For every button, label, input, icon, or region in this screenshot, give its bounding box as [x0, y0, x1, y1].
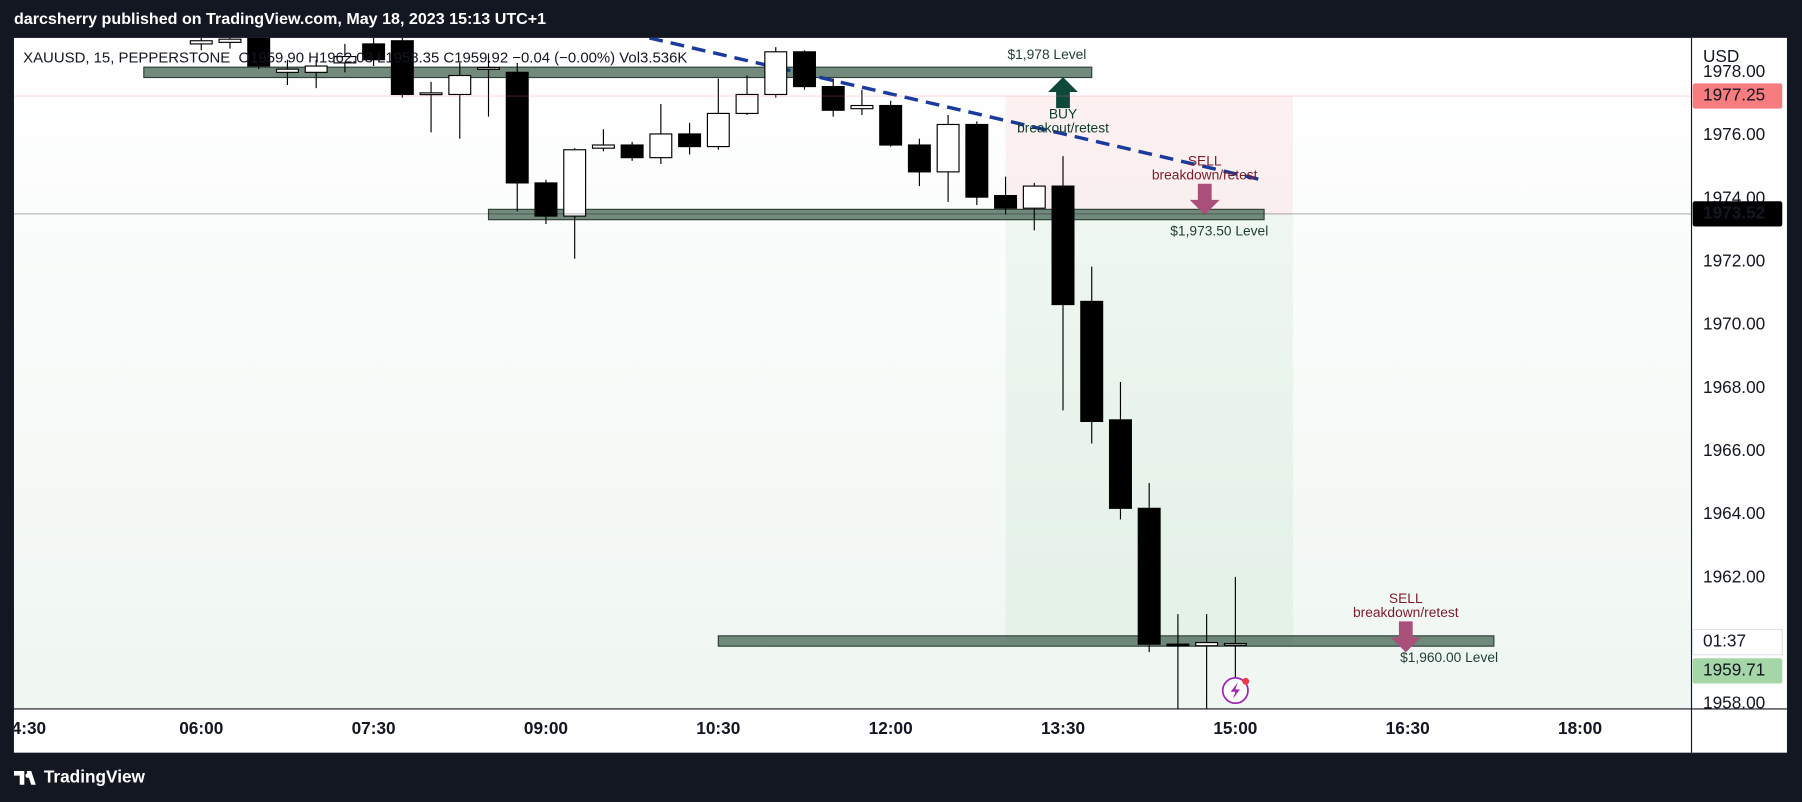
trendline — [648, 37, 1265, 183]
candle-body — [764, 51, 788, 96]
candle-body — [850, 104, 874, 110]
annotation-title: SELL — [1389, 591, 1423, 606]
candle-body — [649, 133, 673, 159]
y-tick-label: 1962.00 — [1703, 566, 1765, 586]
price-labels: 1958.001960.001962.001964.001966.001968.… — [1692, 61, 1783, 713]
level-label: $1,978 Level — [1008, 47, 1087, 62]
candle-body — [678, 133, 702, 148]
candle-body — [1022, 185, 1046, 209]
candle-body — [218, 38, 242, 43]
candle-body — [1051, 185, 1075, 306]
candle-body — [1080, 300, 1104, 423]
candle-body — [304, 65, 328, 73]
candle-body — [477, 67, 500, 70]
candle-body — [735, 93, 759, 114]
candle-body — [907, 144, 931, 173]
price-label: 1977.25 — [1703, 85, 1765, 105]
price-label-box — [1692, 83, 1783, 109]
x-tick-label: 09:00 — [524, 718, 568, 738]
y-tick-label: 1958.00 — [1703, 693, 1765, 713]
x-tick-label: 16:30 — [1386, 718, 1430, 738]
candle-body — [936, 123, 960, 173]
arrow — [1390, 621, 1421, 653]
x-tick-label: 06:00 — [179, 718, 223, 738]
candle-body — [448, 74, 472, 96]
y-tick-label: 1972.00 — [1703, 250, 1765, 270]
y-tick-label: 1968.00 — [1703, 377, 1765, 397]
candle-body — [1223, 642, 1247, 646]
price-label-box — [1692, 201, 1783, 227]
arrow — [1048, 77, 1078, 109]
price-label-box — [1692, 658, 1783, 684]
candle-body — [505, 71, 529, 184]
candle-body — [362, 43, 386, 61]
x-tick-label: 12:00 — [869, 718, 913, 738]
level-band — [487, 208, 1265, 221]
candle-body — [534, 182, 558, 217]
candle-body — [1137, 507, 1161, 645]
candle-body — [419, 92, 443, 96]
arrow — [1189, 183, 1220, 215]
publisher: darcsherry published on TradingView.com,… — [14, 10, 546, 28]
candle-body — [333, 55, 357, 64]
candle-body — [821, 85, 845, 111]
y-tick-label: 1966.00 — [1703, 440, 1765, 460]
y-tick-label: 1978.00 — [1703, 61, 1765, 81]
candle-body — [189, 40, 213, 45]
countdown: 01:37 — [1703, 631, 1746, 651]
candle-body — [1108, 419, 1132, 509]
candle-body — [1166, 643, 1190, 647]
candle-body — [620, 144, 644, 159]
y-tick-label: 1970.00 — [1703, 314, 1765, 334]
candle-body — [879, 104, 903, 146]
candle-body — [965, 123, 989, 198]
time-axis — [13, 708, 1692, 753]
candle-body — [563, 149, 587, 217]
x-tick-label: 07:30 — [352, 718, 396, 738]
level-band — [717, 635, 1495, 647]
plot: $1,978 Level $1,973.50 Level $1,960.00 Lev… — [13, 37, 1692, 709]
level-label: $1,960.00 Level — [1400, 650, 1498, 665]
chart-area — [13, 37, 1787, 753]
x-tick-label: 18:00 — [1558, 718, 1602, 738]
brand-logo — [13, 770, 36, 785]
candle-body — [706, 112, 730, 148]
candle-body — [994, 194, 1018, 209]
annotation-title: SELL — [1188, 154, 1222, 169]
price-label: 1959.71 — [1703, 659, 1765, 679]
brand: TradingView — [44, 766, 146, 786]
candle-body — [792, 51, 816, 88]
y-tick-label: 1964.00 — [1703, 503, 1765, 523]
level-band — [143, 66, 1093, 79]
annotation-text: breakdown/retest — [1152, 167, 1258, 182]
y-axis-label: USD — [1703, 46, 1739, 66]
countdown-box — [1692, 628, 1783, 656]
time-labels: 4:30 06:00 07:30 09:00 10:30 12:00 13:30 15:00 1… — [12, 718, 1602, 738]
x-tick-label: 4:30 — [12, 718, 46, 738]
candle-body — [275, 68, 299, 73]
y-tick-label: 1976.00 — [1703, 124, 1765, 144]
x-tick-label: 13:30 — [1041, 718, 1085, 738]
alert-icon — [1221, 677, 1250, 705]
candle-body — [390, 40, 414, 96]
level-label: $1,973.50 Level — [1170, 223, 1268, 238]
annotation-title: BUY — [1049, 107, 1077, 122]
candle-body — [1195, 642, 1219, 647]
candle-body — [247, 37, 271, 67]
price-label: 1973.52 — [1703, 202, 1765, 222]
annotation-text: breakout/retest — [1017, 120, 1109, 135]
x-tick-label: 10:30 — [696, 718, 740, 738]
x-tick-label: 15:00 — [1213, 718, 1257, 738]
legend: XAUUSD, 15, PEPPERSTONE O1959.90 H1962.0… — [23, 50, 687, 67]
annotation-text: breakdown/retest — [1353, 605, 1459, 620]
candle-body — [591, 144, 615, 149]
